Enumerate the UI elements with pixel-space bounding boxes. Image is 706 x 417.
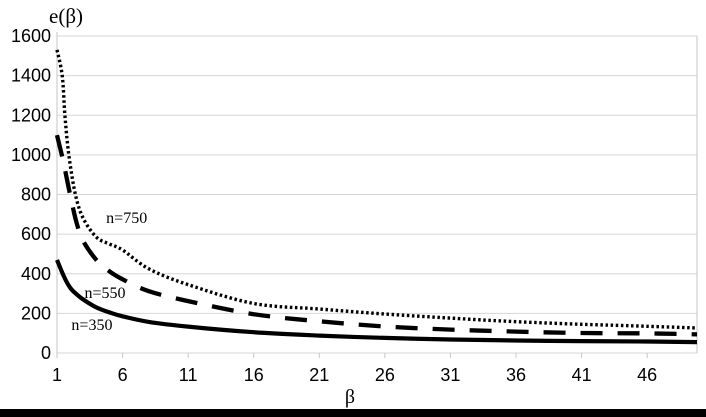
y-tick-label-600: 600: [21, 224, 51, 244]
x-tick-label-16: 16: [244, 365, 264, 385]
x-tick-label-1: 1: [52, 365, 62, 385]
y-tick-label-1600: 1600: [11, 26, 51, 46]
series-curve-n-750: [55, 49, 698, 330]
x-axis-title: β: [344, 386, 356, 408]
x-tick-label-26: 26: [375, 365, 395, 385]
series-curve-n-550: [54, 134, 698, 337]
x-tick-label-31: 31: [440, 365, 460, 385]
series-label-n-550: n=550: [85, 285, 126, 302]
bottom-edge-bar: [0, 409, 706, 417]
series-curve-n-350: [55, 259, 698, 345]
x-tick-label-46: 46: [637, 365, 657, 385]
y-tick-label-200: 200: [21, 303, 51, 323]
x-tick-label-11: 11: [179, 365, 198, 385]
x-tick-label-41: 41: [572, 365, 592, 385]
series-label-n-350: n=350: [71, 317, 112, 334]
x-tick-label-36: 36: [506, 365, 526, 385]
y-tick-label-800: 800: [21, 185, 51, 205]
y-tick-label-0: 0: [41, 343, 51, 363]
y-tick-label-1200: 1200: [11, 105, 51, 125]
x-tick-label-21: 21: [309, 365, 329, 385]
y-tick-label-1000: 1000: [11, 145, 51, 165]
y-axis-title: e(β): [49, 4, 83, 28]
series-label-n-750: n=750: [106, 210, 147, 227]
x-tick-label-6: 6: [118, 365, 128, 385]
y-tick-label-1400: 1400: [11, 66, 51, 86]
y-tick-label-400: 400: [21, 264, 51, 284]
